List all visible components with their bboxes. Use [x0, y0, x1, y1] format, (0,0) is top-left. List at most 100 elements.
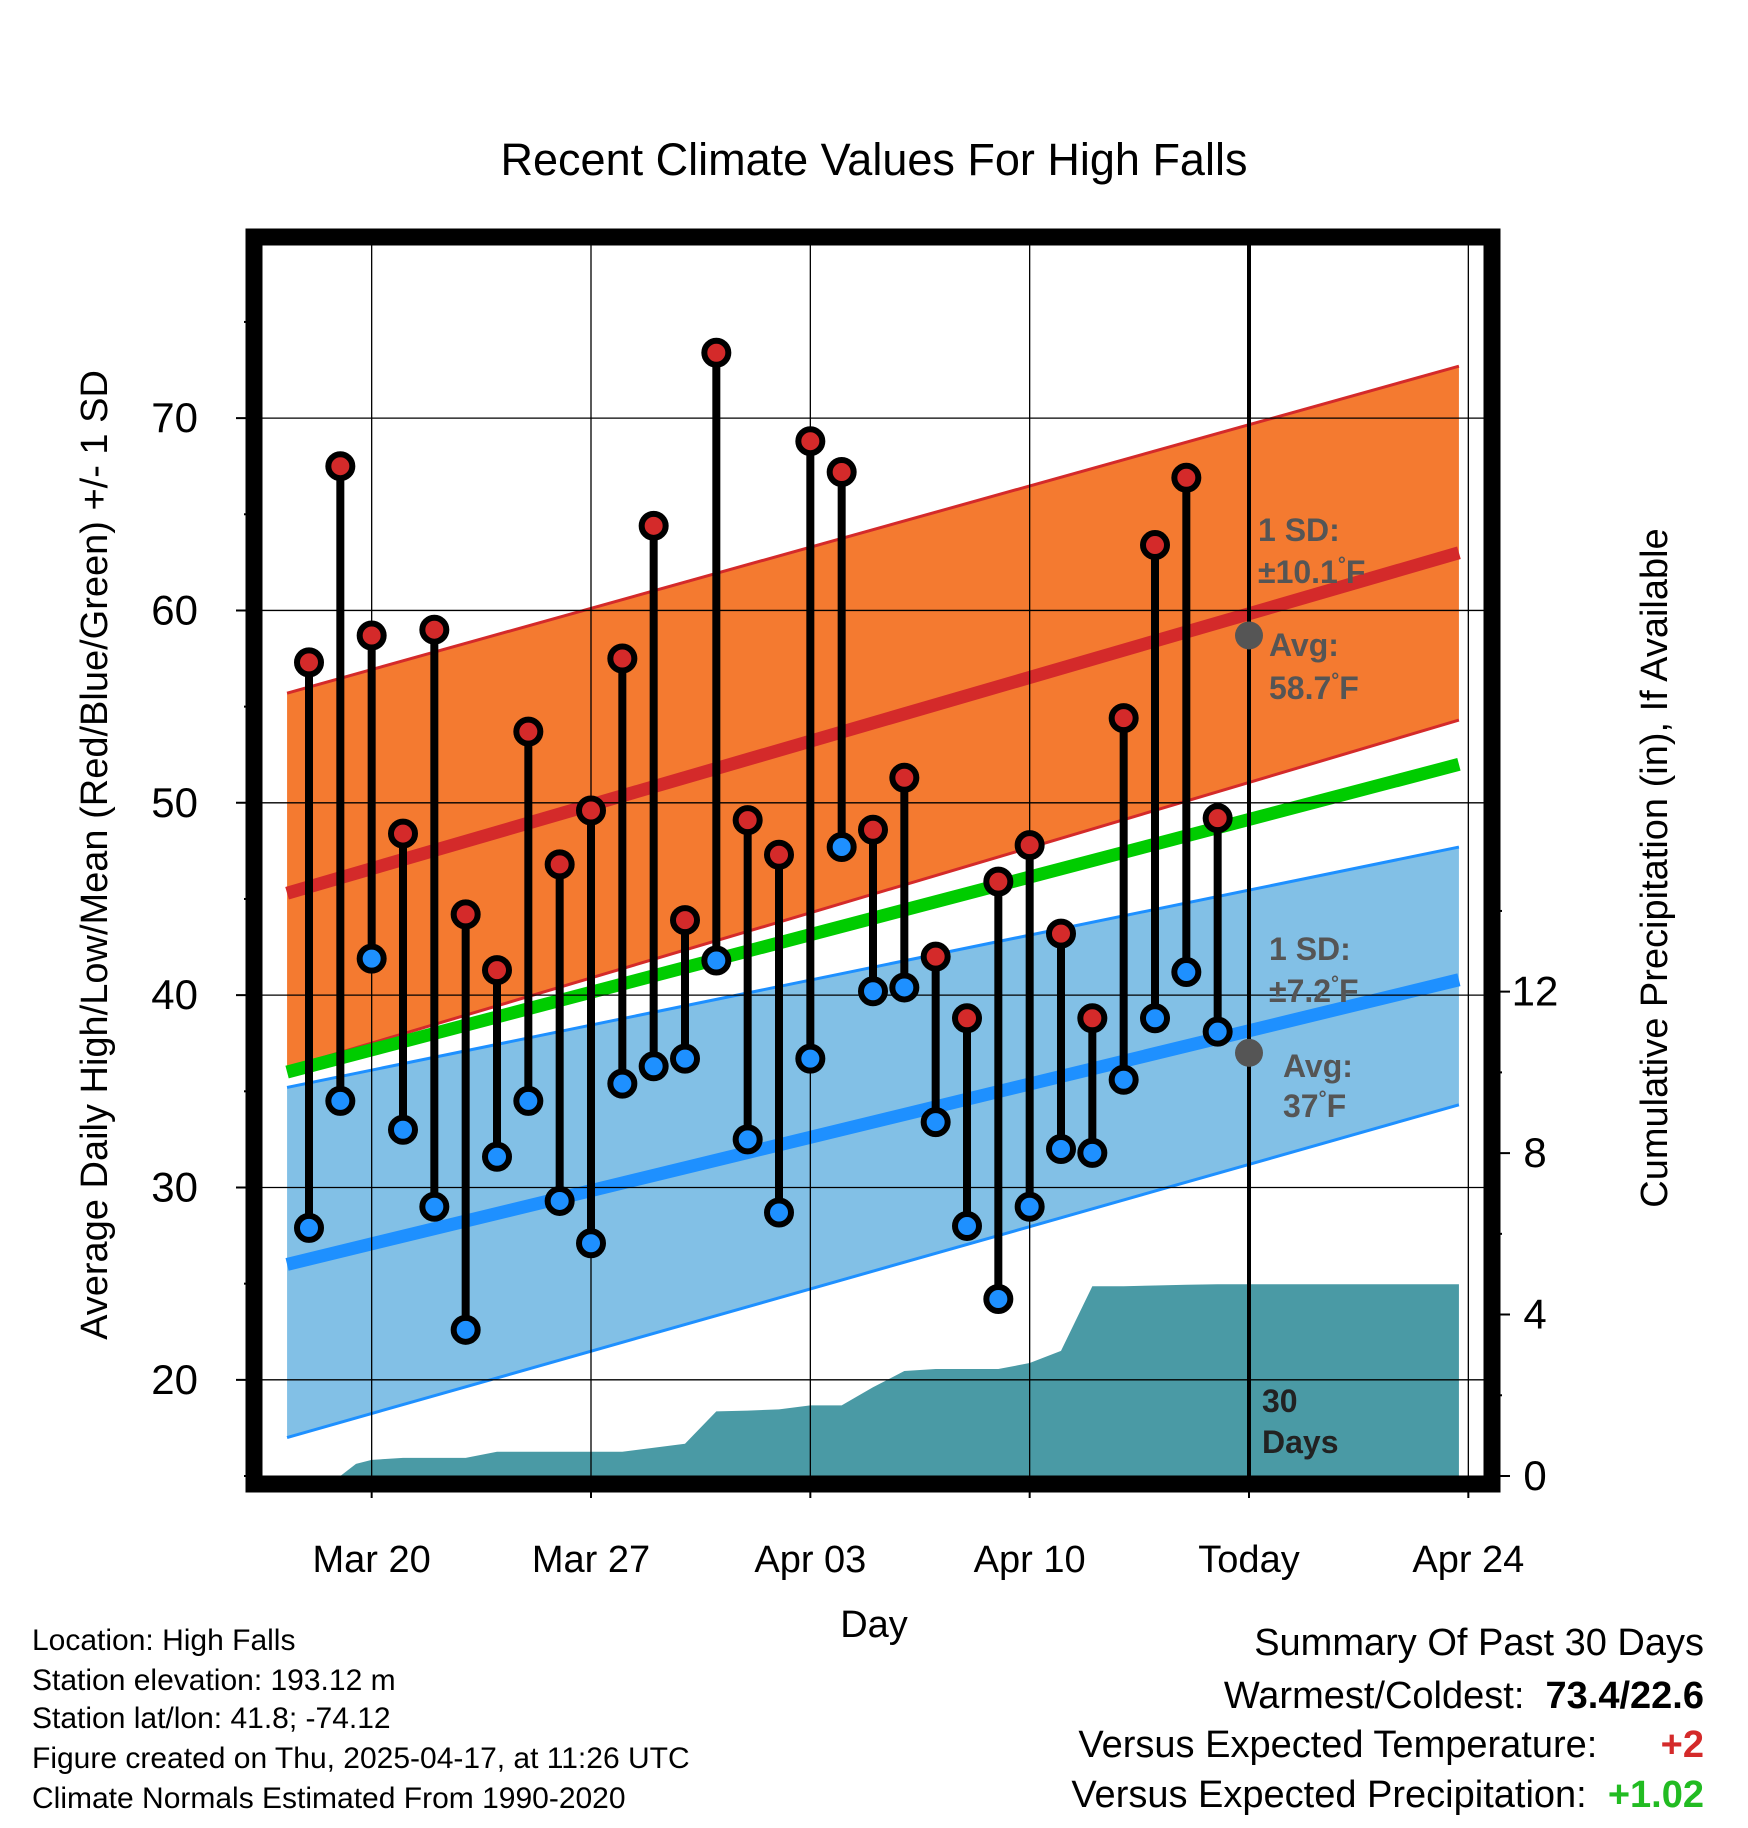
daily-high-point	[1108, 703, 1139, 734]
y-tick-label: 20	[151, 1356, 198, 1403]
daily-high-point	[1171, 462, 1202, 493]
daily-high-point	[1140, 530, 1170, 561]
daily-high-point	[732, 805, 763, 836]
daily-high-point	[1202, 803, 1233, 834]
days-count-label: 30	[1262, 1383, 1298, 1419]
daily-high-point	[1077, 1003, 1108, 1034]
daily-high-point	[482, 955, 512, 986]
high-avg-value: 58.7°F	[1269, 670, 1359, 706]
y2-tick-label: 4	[1523, 1291, 1546, 1338]
high-sd-value: ±10.1°F	[1258, 554, 1365, 590]
daily-low-point	[1077, 1137, 1108, 1168]
elevation-text: Station elevation: 193.12 m	[32, 1664, 396, 1697]
created-text: Figure created on Thu, 2025-04-17, at 11…	[32, 1742, 690, 1775]
daily-high-point	[1014, 830, 1045, 861]
daily-high-point	[450, 899, 481, 930]
daily-low-point	[388, 1114, 418, 1145]
y2-tick-label: 0	[1523, 1452, 1546, 1499]
y-tick-label: 70	[151, 394, 198, 441]
precip-label: Versus Expected Precipitation:	[1071, 1774, 1587, 1816]
x-axis-label: Day	[840, 1604, 908, 1646]
precip-value: +1.02	[1607, 1774, 1704, 1816]
x-tick-label: Mar 20	[313, 1539, 431, 1581]
daily-low-point	[482, 1141, 512, 1172]
summary-warmest-coldest: Warmest/Coldest: 73.4/22.6	[1224, 1675, 1704, 1718]
daily-high-point	[356, 620, 387, 651]
warmest-label: Warmest/Coldest:	[1223, 1675, 1525, 1717]
daily-low-point	[294, 1212, 324, 1243]
daily-low-point	[1171, 957, 1202, 988]
y-axis-label: Average Daily High/Low/Mean (Red/Blue/Gr…	[74, 370, 116, 1340]
daily-low-point	[983, 1284, 1014, 1315]
daily-low-point	[450, 1314, 481, 1345]
normals-text: Climate Normals Estimated From 1990-2020	[32, 1782, 626, 1815]
daily-high-point	[983, 866, 1014, 897]
low-avg-value: 37°F	[1283, 1088, 1346, 1124]
y-tick-label: 30	[151, 1163, 198, 1210]
y-tick-label: 60	[151, 586, 198, 633]
y-tick-label: 40	[151, 971, 198, 1018]
warmest-value: 73.4/22.6	[1545, 1675, 1704, 1717]
daily-high-point	[419, 614, 450, 645]
daily-low-point	[670, 1043, 700, 1074]
y2-axis-label: Cumulative Precipitation (in), If Availa…	[1634, 528, 1676, 1207]
high-upper-sd-line	[286, 364, 1460, 695]
high-sd-label: 1 SD:	[1258, 512, 1340, 548]
daily-high-point	[858, 814, 888, 845]
normal-low-line	[285, 973, 1461, 1271]
location-text: Location: High Falls	[32, 1624, 296, 1657]
y-tick-label: 50	[151, 779, 198, 826]
low-sd-label: 1 SD:	[1269, 931, 1351, 967]
x-tick-label: Today	[1198, 1539, 1299, 1581]
daily-low-point	[826, 832, 857, 863]
x-tick-label: Apr 10	[974, 1539, 1086, 1581]
daily-low-point	[544, 1185, 575, 1216]
summary-temperature: Versus Expected Temperature: +2	[1078, 1724, 1704, 1767]
daily-low-point	[1108, 1064, 1139, 1095]
y2-tick-label: 8	[1523, 1129, 1546, 1176]
daily-high-point	[294, 647, 324, 678]
daily-low-point	[858, 976, 888, 1007]
daily-high-point	[513, 716, 544, 747]
daily-low-point	[356, 943, 387, 974]
low-avg-marker	[1235, 1038, 1263, 1067]
x-tick-label: Mar 27	[532, 1539, 650, 1581]
days-text-label: Days	[1262, 1424, 1339, 1460]
daily-low-point	[920, 1107, 951, 1138]
plot-frame	[245, 228, 1501, 1493]
daily-low-point	[1202, 1016, 1233, 1047]
normal-high-line	[285, 546, 1461, 900]
daily-high-point	[325, 451, 356, 482]
daily-high-point	[638, 510, 669, 541]
daily-high-point	[764, 839, 794, 870]
daily-low-point	[325, 1085, 356, 1116]
low-avg-label: Avg:	[1283, 1048, 1353, 1084]
daily-low-point	[889, 972, 920, 1003]
daily-high-point	[1046, 918, 1076, 949]
daily-low-point	[732, 1124, 763, 1155]
high-avg-label: Avg:	[1269, 627, 1339, 663]
daily-low-point	[607, 1068, 638, 1099]
daily-low-point	[701, 945, 732, 976]
y2-tick-label: 12	[1512, 968, 1559, 1015]
summary-precipitation: Versus Expected Precipitation: +1.02	[1071, 1774, 1704, 1817]
latlon-text: Station lat/lon: 41.8; -74.12	[32, 1702, 391, 1735]
daily-low-point	[952, 1210, 982, 1241]
x-tick-label: Apr 24	[1412, 1539, 1524, 1581]
daily-high-point	[670, 905, 700, 936]
daily-high-point	[576, 795, 606, 826]
daily-low-point	[419, 1191, 450, 1222]
daily-high-point	[952, 1003, 982, 1034]
high-avg-marker	[1235, 621, 1263, 650]
daily-low-point	[576, 1228, 606, 1259]
temp-label: Versus Expected Temperature:	[1078, 1724, 1598, 1766]
summary-title: Summary Of Past 30 Days	[1254, 1622, 1704, 1665]
daily-low-point	[1014, 1191, 1045, 1222]
daily-low-point	[1140, 1003, 1170, 1034]
daily-low-point	[795, 1043, 826, 1074]
daily-high-point	[388, 818, 418, 849]
daily-low-point	[638, 1051, 669, 1082]
low-lower-sd-line	[286, 1103, 1460, 1439]
daily-low-point	[1046, 1134, 1076, 1165]
